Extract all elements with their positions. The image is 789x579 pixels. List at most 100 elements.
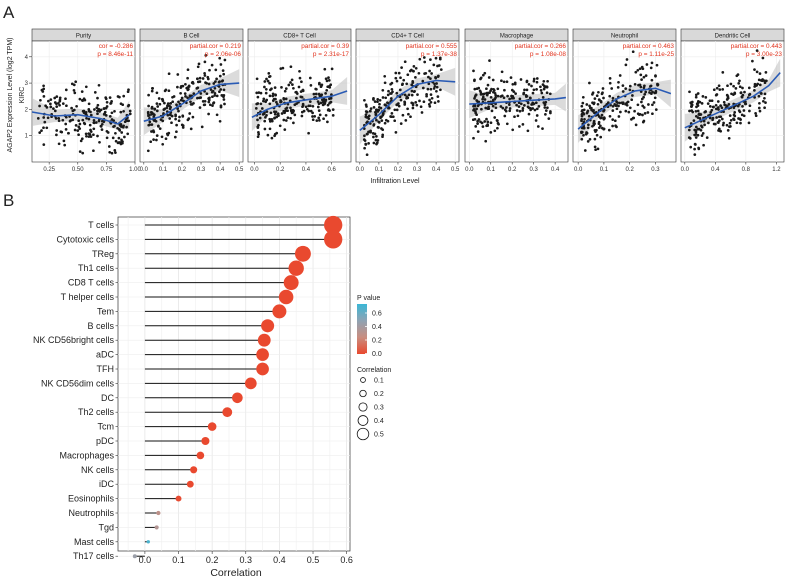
x-tick-label: 0.8 bbox=[742, 167, 751, 173]
scatter-point bbox=[597, 122, 601, 126]
scatter-point bbox=[387, 89, 390, 93]
scatter-point bbox=[694, 93, 698, 97]
scatter-point bbox=[543, 103, 547, 106]
scatter-point bbox=[642, 95, 645, 99]
scatter-point bbox=[703, 110, 707, 114]
scatter-point bbox=[717, 108, 720, 111]
scatter-point bbox=[517, 105, 521, 108]
scatter-point bbox=[393, 119, 397, 123]
scatter-point bbox=[88, 123, 92, 127]
scatter-point bbox=[761, 79, 764, 83]
panel-strip-title: Neutrophil bbox=[611, 34, 638, 40]
scatter-point bbox=[491, 78, 495, 82]
correlation-size-key bbox=[360, 377, 366, 383]
scatter-point bbox=[475, 99, 479, 102]
scatter-point bbox=[433, 85, 437, 88]
confidence-band bbox=[684, 58, 781, 142]
scatter-point bbox=[58, 98, 62, 102]
scatter-point bbox=[175, 103, 178, 107]
scatter-point bbox=[499, 105, 503, 108]
scatter-point bbox=[401, 113, 405, 117]
scatter-point bbox=[372, 135, 375, 139]
scatter-point bbox=[405, 96, 408, 100]
scatter-point bbox=[428, 105, 432, 108]
scatter-point bbox=[696, 127, 700, 131]
scatter-point bbox=[374, 112, 378, 116]
x-tick-label: 0.4 bbox=[711, 167, 720, 173]
lollipop-row-dc: DC bbox=[101, 392, 243, 404]
scatter-point bbox=[502, 80, 506, 84]
scatter-point bbox=[627, 110, 631, 114]
scatter-point bbox=[307, 109, 311, 113]
scatter-point bbox=[208, 68, 211, 72]
scatter-point bbox=[204, 54, 208, 57]
scatter-point bbox=[166, 102, 170, 105]
scatter-point bbox=[381, 96, 385, 99]
scatter-point bbox=[266, 133, 270, 137]
scatter-point bbox=[219, 88, 223, 91]
scatter-point bbox=[146, 149, 150, 153]
scatter-point bbox=[547, 117, 551, 120]
scatter-point bbox=[99, 125, 103, 128]
scatter-point bbox=[327, 108, 330, 111]
scatter-point bbox=[434, 56, 438, 60]
pvalue-tick-label: 0.0 bbox=[372, 351, 382, 358]
scatter-point bbox=[46, 116, 50, 120]
scatter-point bbox=[741, 86, 744, 90]
scatter-point bbox=[583, 117, 586, 121]
scatter-point bbox=[264, 116, 267, 119]
scatter-point bbox=[754, 112, 757, 115]
scatter-point bbox=[496, 87, 500, 91]
lollipop-point bbox=[201, 436, 210, 446]
scatter-point bbox=[433, 82, 436, 86]
scatter-point bbox=[73, 128, 77, 132]
scatter-point bbox=[262, 97, 266, 101]
scatter-point bbox=[389, 82, 392, 86]
scatter-point bbox=[513, 115, 516, 119]
x-tick-label: 0.4 bbox=[216, 167, 225, 173]
x-tick-label: 0.0 bbox=[356, 167, 365, 173]
scatter-point bbox=[295, 96, 298, 100]
scatter-point bbox=[175, 130, 178, 134]
lollipop-point bbox=[196, 451, 205, 460]
scatter-point bbox=[89, 128, 92, 132]
scatter-point bbox=[111, 136, 115, 140]
scatter-point bbox=[364, 115, 368, 119]
scatter-point bbox=[611, 104, 615, 108]
scatter-point bbox=[201, 100, 205, 103]
scatter-point bbox=[155, 138, 158, 142]
scatter-point bbox=[222, 72, 226, 76]
scatter-point bbox=[113, 124, 116, 128]
scatter-point bbox=[720, 117, 724, 121]
scatter-point bbox=[522, 91, 526, 95]
scatter-point bbox=[41, 90, 45, 93]
scatter-point bbox=[108, 115, 112, 118]
scatter-point bbox=[264, 91, 268, 95]
scatter-point bbox=[488, 59, 491, 62]
scatter-point bbox=[594, 148, 597, 152]
scatter-point bbox=[75, 104, 78, 108]
scatter-point bbox=[688, 137, 692, 140]
scatter-point bbox=[705, 136, 709, 139]
scatter-point bbox=[184, 95, 187, 98]
scatter-point bbox=[485, 87, 488, 91]
scatter-point bbox=[311, 104, 315, 108]
scatter-point bbox=[103, 110, 107, 114]
scatter-point bbox=[68, 119, 72, 123]
scatter-point bbox=[481, 95, 485, 99]
scatter-point bbox=[218, 56, 222, 60]
scatter-point bbox=[390, 112, 394, 115]
scatter-point bbox=[472, 104, 475, 108]
x-tick-label: 0.0 bbox=[140, 167, 149, 173]
scatter-point bbox=[704, 96, 708, 99]
scatter-point bbox=[119, 102, 123, 106]
scatter-point bbox=[763, 96, 766, 100]
category-label: Th1 cells bbox=[78, 263, 115, 273]
scatter-point bbox=[105, 136, 109, 140]
scatter-point bbox=[511, 128, 515, 132]
scatter-point bbox=[292, 86, 295, 90]
scatter-point bbox=[169, 102, 173, 105]
scatter-point bbox=[208, 96, 211, 100]
scatter-point bbox=[273, 116, 276, 120]
